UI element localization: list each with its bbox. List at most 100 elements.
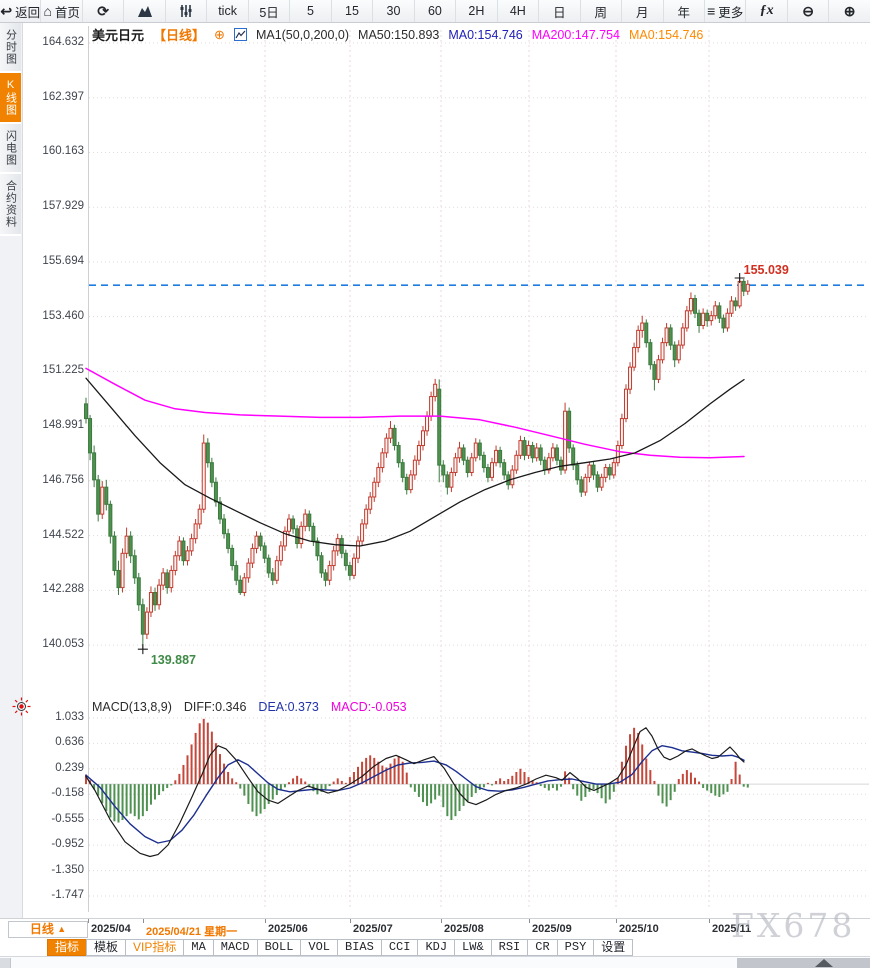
period-month-button[interactable]: 月: [622, 0, 664, 22]
zoom-out-button[interactable]: ⊖: [788, 0, 830, 22]
chart-header: 美元日元 【日线】 ⊕ MA1(50,0,200,0) MA50:150.893 MA…: [92, 25, 703, 44]
refresh-button-icon: ⟳: [97, 3, 110, 19]
period-60m-button-label: 60: [427, 4, 442, 18]
time-axis-tick: [709, 919, 710, 923]
refresh-button[interactable]: ⟳: [83, 0, 125, 22]
indicator-button-模板[interactable]: 模板: [86, 939, 127, 956]
mini-kline-icon: [233, 28, 247, 41]
period-week-button[interactable]: 周: [581, 0, 623, 22]
indicator-value: MACD:-0.053: [330, 700, 407, 714]
symbol-name: 美元日元: [92, 28, 145, 43]
period-15m-button-label: 15: [345, 4, 359, 18]
macd-axis-label: -0.158: [51, 787, 84, 800]
indicator-value: MA200:147.754: [531, 27, 620, 42]
period-tick-button[interactable]: tick: [207, 0, 249, 22]
period-week-button-label: 周: [594, 5, 608, 20]
indicator-button-ma[interactable]: MA: [183, 939, 214, 956]
indicator-button-cr[interactable]: CR: [527, 939, 558, 956]
scrollbar-thumb[interactable]: [737, 958, 870, 968]
indicator-toolbar: 指标 模板 VIP指标 MA MACD BOLL VOL BIAS CCI KDJ LW& RSI CR…: [0, 939, 870, 956]
period-4h-button[interactable]: 4H: [498, 0, 540, 22]
time-axis-tick: [143, 919, 144, 923]
indicator-button-cci[interactable]: CCI: [380, 939, 419, 956]
macd-axis-label: -1.747: [51, 889, 84, 901]
more-button[interactable]: ≡ 更多: [705, 0, 747, 22]
price-axis-label: 155.694: [42, 254, 84, 267]
back-button-label: 返回: [15, 5, 41, 20]
time-axis-tick: [441, 919, 442, 923]
time-axis-label: 2025/09: [532, 923, 572, 935]
sidebar-tab-4[interactable]: 合约资料: [0, 174, 21, 236]
zoom-in-button-icon: ⊕: [843, 3, 856, 19]
period-month-button-label: 月: [636, 5, 649, 20]
expand-panel-arrow-icon[interactable]: [815, 959, 833, 967]
indicator-button-lw[interactable]: LW&: [454, 939, 492, 956]
time-axis-tick: [265, 919, 266, 923]
indicator-button-psy[interactable]: PSY: [556, 939, 595, 956]
indicator-button-rsi[interactable]: RSI: [490, 939, 529, 956]
period-year-button[interactable]: 年: [664, 0, 705, 22]
period-day-button-label: 日: [553, 5, 566, 20]
macd-axis-label: -0.952: [51, 838, 84, 851]
bottom-scrollbar[interactable]: [0, 956, 870, 968]
time-axis-tick: [529, 919, 530, 923]
period-15m-button[interactable]: 15: [332, 0, 374, 22]
candlestick-chart[interactable]: 155.039 139.887: [0, 0, 870, 918]
macd-title: MACD(13,8,9): [92, 700, 172, 714]
time-axis-tick: [88, 919, 89, 923]
period-2h-button-label: 2H: [468, 4, 485, 18]
period-4h-button-label: 4H: [509, 4, 526, 18]
formula-button[interactable]: ƒx: [746, 0, 788, 22]
time-axis-tick: [350, 919, 351, 923]
period-day-button[interactable]: 日: [539, 0, 581, 22]
indicator-button-设置[interactable]: 设置: [593, 939, 634, 956]
indicator-button-kdj[interactable]: KDJ: [417, 939, 456, 956]
add-compare-icon[interactable]: ⊕: [214, 26, 225, 42]
time-axis-label: 2025/10: [619, 923, 659, 935]
period-30m-button[interactable]: 30: [373, 0, 415, 22]
macd-axis-label: -1.350: [51, 863, 84, 876]
indicator-button-boll[interactable]: BOLL: [256, 939, 302, 956]
low-price-annotation: 139.887: [151, 653, 196, 667]
period-5m-button[interactable]: 5: [290, 0, 332, 22]
zoom-out-button-icon: ⊖: [802, 3, 814, 19]
chart-style-button[interactable]: [124, 0, 166, 22]
period-60m-button[interactable]: 60: [415, 0, 457, 22]
indicator-button-macd[interactable]: MACD: [212, 939, 258, 956]
back-button[interactable]: ↩ 返回: [0, 0, 42, 22]
sidebar-tab-1[interactable]: 分时图: [0, 23, 21, 73]
back-button-icon: ↩: [0, 3, 13, 19]
indicator-button-vol[interactable]: VOL: [300, 939, 339, 956]
price-axis-label: 157.929: [42, 200, 84, 213]
zoom-in-button[interactable]: ⊕: [829, 0, 869, 22]
price-axis-label: 164.632: [42, 36, 84, 48]
period-selector[interactable]: 日线 ▲: [8, 921, 88, 938]
indicator-value: MA0:154.746: [448, 27, 523, 42]
flash-indicator-icon[interactable]: [12, 697, 31, 716]
price-axis-label: 148.991: [42, 419, 84, 432]
sidebar-tab-2[interactable]: K线图: [0, 73, 21, 124]
home-button[interactable]: ⌂ 首页: [41, 0, 83, 22]
time-axis-label: 2025/04/21 星期一: [146, 926, 238, 938]
indicator-button-vip指标[interactable]: VIP指标: [125, 939, 185, 956]
macd-axis-label: -0.555: [51, 812, 84, 825]
period-year-button-label: 年: [677, 5, 690, 20]
period-5d-button[interactable]: 5日: [249, 0, 291, 22]
indicator-value: MA0:154.746: [628, 27, 704, 42]
period-label: 【日线】: [153, 28, 206, 43]
home-button-icon: ⌂: [43, 3, 52, 19]
chart-type-sidebar: 分时图 K线图 闪电图 合约资料: [0, 23, 23, 918]
kline-chart-icon: [137, 6, 152, 17]
indicator-button-指标[interactable]: 指标: [47, 939, 88, 956]
more-button-icon: ≡: [707, 3, 716, 19]
indicator-button-bias[interactable]: BIAS: [337, 939, 382, 956]
chevron-up-icon: ▲: [57, 924, 67, 934]
indicator-adjust-button[interactable]: [166, 0, 208, 22]
period-2h-button[interactable]: 2H: [456, 0, 498, 22]
price-axis-label: 162.397: [42, 90, 84, 103]
time-axis-label: 2025/07: [353, 923, 393, 935]
time-axis-label: 2025/08: [444, 923, 484, 935]
period-selector-label: 日线: [29, 922, 54, 936]
sidebar-tab-3[interactable]: 闪电图: [0, 124, 21, 174]
time-axis-row: 日线 ▲ 2025/04 2025/04/21 星期一 2025/06 2025/07…: [0, 918, 870, 940]
